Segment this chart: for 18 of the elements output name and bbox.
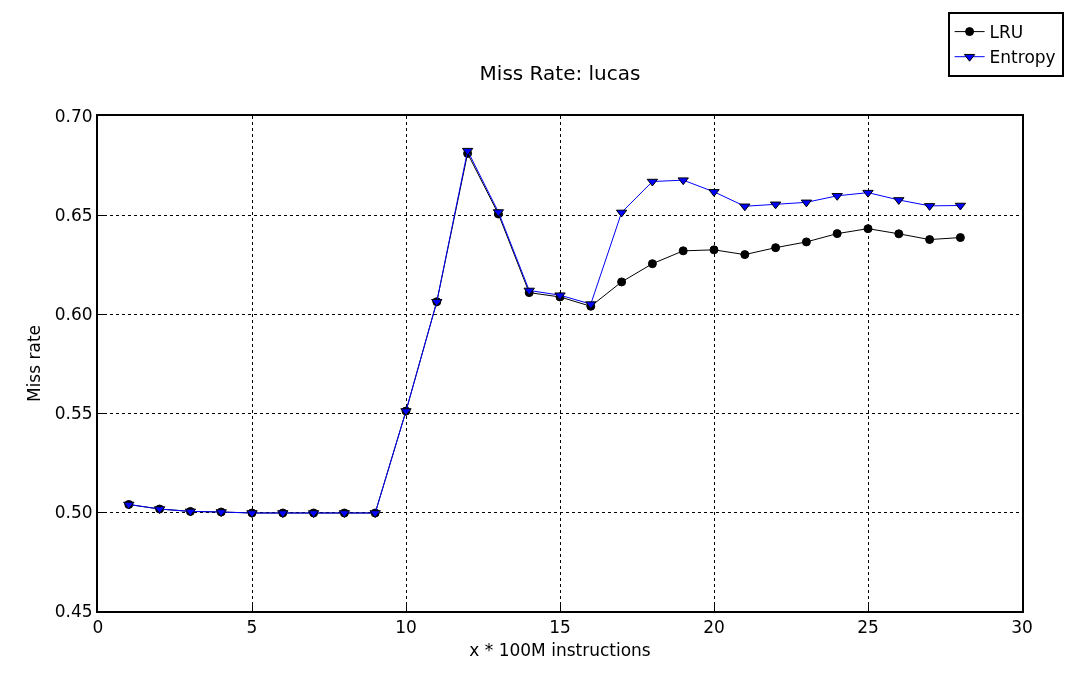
x-axis-title: x * 100M instructions (469, 640, 651, 661)
x-tick-label: 10 (395, 617, 417, 638)
legend-label: Entropy (989, 47, 1056, 68)
x-tick-label: 25 (857, 617, 879, 638)
y-tick-label: 0.50 (54, 501, 93, 522)
x-tick-label: 5 (246, 617, 258, 638)
y-axis-title: Miss rate (23, 324, 44, 403)
x-tick-label: 0 (92, 617, 104, 638)
legend-label: LRU (989, 22, 1024, 43)
y-tick-label: 0.45 (54, 600, 93, 621)
chart-title: Miss Rate: lucas (479, 61, 641, 85)
y-tick-label: 0.55 (54, 402, 93, 423)
x-tick-label: 30 (1011, 617, 1033, 638)
y-tick-label: 0.65 (54, 204, 93, 225)
y-tick-label: 0.60 (54, 303, 93, 324)
x-tick-label: 15 (549, 617, 571, 638)
x-tick-label: 20 (703, 617, 725, 638)
y-tick-label: 0.70 (54, 105, 93, 126)
